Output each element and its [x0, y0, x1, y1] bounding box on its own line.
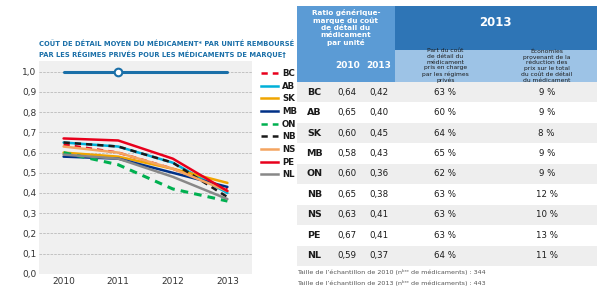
Bar — [497, 49, 597, 82]
Text: 0,60: 0,60 — [338, 128, 357, 138]
Text: 0,65: 0,65 — [338, 108, 357, 117]
Text: 0,36: 0,36 — [369, 169, 388, 178]
Text: BC: BC — [307, 88, 322, 96]
Text: 0,41: 0,41 — [369, 210, 388, 219]
Text: Ratio générique-
marque du coût
de détail du
médicament
par unité: Ratio générique- marque du coût de détai… — [311, 9, 380, 46]
Text: 63 %: 63 % — [434, 88, 457, 96]
Text: 64 %: 64 % — [434, 251, 457, 260]
Text: 0,59: 0,59 — [338, 251, 357, 260]
Text: 0,58: 0,58 — [338, 149, 357, 158]
Text: 0,40: 0,40 — [369, 108, 388, 117]
Text: 0,67: 0,67 — [338, 231, 357, 240]
Text: 0,38: 0,38 — [369, 190, 388, 199]
Bar — [297, 82, 597, 102]
Text: 8 %: 8 % — [539, 128, 555, 138]
Bar — [297, 49, 331, 82]
Text: 2013: 2013 — [479, 16, 512, 29]
Text: 10 %: 10 % — [536, 210, 558, 219]
Text: 9 %: 9 % — [539, 169, 555, 178]
Text: NL: NL — [307, 251, 321, 260]
Text: SK: SK — [307, 128, 321, 138]
Bar — [395, 6, 597, 49]
Bar — [297, 184, 597, 205]
Text: 60 %: 60 % — [434, 108, 457, 117]
Bar — [297, 225, 597, 246]
Text: NS: NS — [307, 210, 322, 219]
Text: 13 %: 13 % — [536, 231, 558, 240]
Text: NB: NB — [307, 190, 322, 199]
Text: 9 %: 9 % — [539, 149, 555, 158]
Text: 0,60: 0,60 — [338, 169, 357, 178]
Text: Économies
provenant de la
réduction des
prix sur le total
du coût de détail
du m: Économies provenant de la réduction des … — [521, 49, 572, 83]
Text: 0,65: 0,65 — [338, 190, 357, 199]
Text: 63 %: 63 % — [434, 210, 457, 219]
Bar — [297, 123, 597, 143]
Text: 0,64: 0,64 — [338, 88, 357, 96]
Bar — [297, 205, 597, 225]
Bar — [297, 102, 597, 123]
Text: Taille de l’échantillon de 2010 (nᵇʳᵉ de médicaments) : 344: Taille de l’échantillon de 2010 (nᵇʳᵉ de… — [297, 269, 485, 275]
Bar — [297, 143, 597, 164]
Bar — [297, 246, 597, 266]
Text: 0,43: 0,43 — [369, 149, 388, 158]
Text: ON: ON — [306, 169, 322, 178]
Text: 0,37: 0,37 — [369, 251, 388, 260]
Text: COÛT DE DÉTAIL MOYEN DU MÉDICAMENT* PAR UNITÉ REMBOURSÉ
PAR LES RÉGIMES PRIVÉS P: COÛT DE DÉTAIL MOYEN DU MÉDICAMENT* PAR … — [39, 41, 294, 58]
Text: 0,42: 0,42 — [369, 88, 388, 96]
Text: 2010: 2010 — [335, 61, 359, 70]
Text: 9 %: 9 % — [539, 88, 555, 96]
Text: 62 %: 62 % — [434, 169, 457, 178]
Text: 63 %: 63 % — [434, 231, 457, 240]
Legend: BC, AB, SK, MB, ON, NB, NS, PE, NL: BC, AB, SK, MB, ON, NB, NS, PE, NL — [260, 69, 297, 179]
Bar — [395, 49, 497, 82]
Text: 12 %: 12 % — [536, 190, 558, 199]
Text: 64 %: 64 % — [434, 128, 457, 138]
Bar — [363, 49, 395, 82]
Text: 0,41: 0,41 — [369, 231, 388, 240]
Text: Part du coût
de détail du
médicament
pris en charge
par les régimes
privés: Part du coût de détail du médicament pri… — [422, 48, 469, 83]
Text: AB: AB — [307, 108, 322, 117]
Text: MB: MB — [306, 149, 323, 158]
Text: PE: PE — [308, 231, 321, 240]
Text: Taille de l’échantillon de 2013 (nᵇʳᵉ de médicaments) : 443: Taille de l’échantillon de 2013 (nᵇʳᵉ de… — [297, 280, 485, 286]
Text: 11 %: 11 % — [536, 251, 558, 260]
Bar — [297, 6, 395, 49]
Text: 9 %: 9 % — [539, 108, 555, 117]
Text: 63 %: 63 % — [434, 190, 457, 199]
Bar — [331, 49, 363, 82]
Text: 65 %: 65 % — [434, 149, 457, 158]
Text: 2013: 2013 — [367, 61, 391, 70]
Text: 0,63: 0,63 — [338, 210, 357, 219]
Bar — [297, 164, 597, 184]
Text: 0,45: 0,45 — [369, 128, 388, 138]
